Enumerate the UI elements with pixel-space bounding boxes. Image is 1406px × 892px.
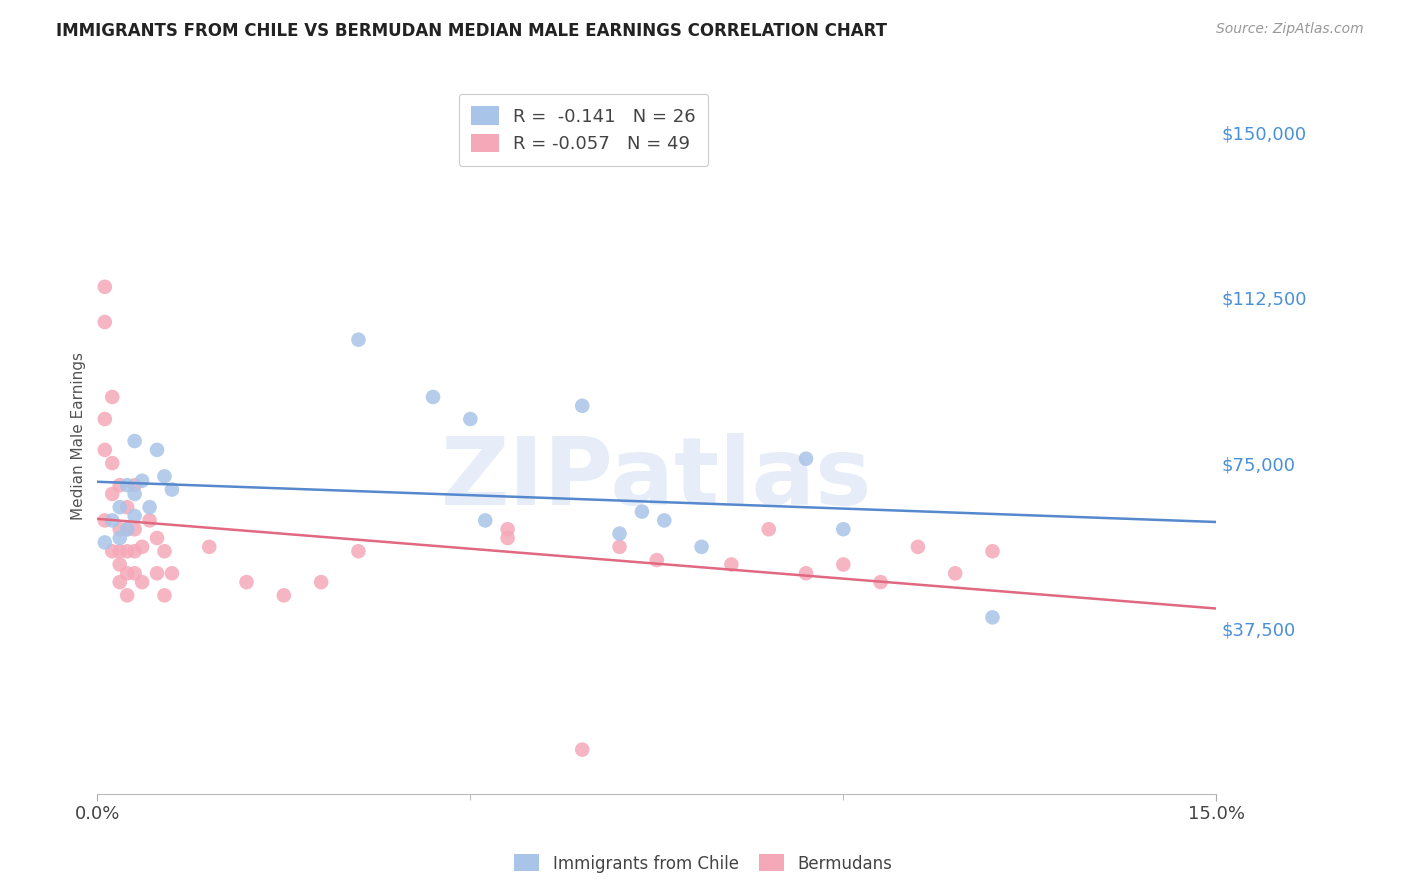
Point [108,478,131,492]
Point [758,522,780,536]
Point [832,558,855,572]
Point [645,553,668,567]
Point [198,540,221,554]
Point [794,566,817,581]
Point [943,566,966,581]
Point [869,575,891,590]
Point [101,544,124,558]
Point [496,522,519,536]
Point [832,522,855,536]
Point [131,540,153,554]
Point [124,434,146,448]
Point [101,456,124,470]
Point [235,575,257,590]
Point [146,566,169,581]
Point [124,544,146,558]
Point [94,412,117,426]
Point [720,558,742,572]
Point [101,390,124,404]
Y-axis label: Median Male Earnings: Median Male Earnings [72,351,86,519]
Point [108,522,131,536]
Point [108,544,131,558]
Point [115,522,138,536]
Point [160,483,183,497]
Point [115,588,138,602]
Point [94,535,117,549]
Point [124,566,146,581]
Point [101,487,124,501]
Point [146,442,169,457]
Point [907,540,929,554]
Point [124,508,146,523]
Point [571,399,593,413]
Point [108,500,131,515]
Text: ZIPatlas: ZIPatlas [441,433,873,524]
Point [94,513,117,527]
Point [115,478,138,492]
Point [115,522,138,536]
Point [273,588,295,602]
Point [309,575,332,590]
Point [124,487,146,501]
Point [94,442,117,457]
Point [131,474,153,488]
Point [609,526,631,541]
Point [124,478,146,492]
Point [94,280,117,294]
Point [124,522,146,536]
Point [474,513,496,527]
Point [690,540,713,554]
Text: Source: ZipAtlas.com: Source: ZipAtlas.com [1216,22,1364,37]
Point [652,513,675,527]
Point [153,588,176,602]
Point [609,540,631,554]
Point [115,544,138,558]
Text: IMMIGRANTS FROM CHILE VS BERMUDAN MEDIAN MALE EARNINGS CORRELATION CHART: IMMIGRANTS FROM CHILE VS BERMUDAN MEDIAN… [56,22,887,40]
Point [94,315,117,329]
Point [460,412,482,426]
Point [571,742,593,756]
Point [347,544,370,558]
Point [146,531,169,545]
Point [138,500,160,515]
Legend: R =  -0.141   N = 26, R = -0.057   N = 49: R = -0.141 N = 26, R = -0.057 N = 49 [458,94,709,166]
Point [981,544,1004,558]
Point [631,505,654,519]
Point [153,544,176,558]
Point [496,531,519,545]
Point [794,451,817,466]
Point [108,531,131,545]
Point [115,500,138,515]
Point [138,513,160,527]
Point [347,333,370,347]
Point [101,513,124,527]
Point [108,575,131,590]
Point [422,390,444,404]
Point [115,566,138,581]
Point [131,575,153,590]
Point [153,469,176,483]
Point [160,566,183,581]
Point [108,558,131,572]
Legend: Immigrants from Chile, Bermudans: Immigrants from Chile, Bermudans [508,847,898,880]
Point [981,610,1004,624]
